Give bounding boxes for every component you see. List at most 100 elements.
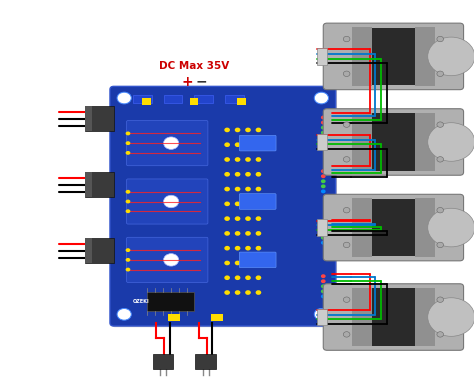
Circle shape — [224, 142, 230, 147]
Circle shape — [437, 332, 444, 337]
Circle shape — [126, 248, 130, 252]
Circle shape — [235, 172, 240, 177]
Circle shape — [235, 246, 240, 251]
FancyBboxPatch shape — [127, 121, 208, 166]
Bar — [372, 114, 415, 171]
FancyBboxPatch shape — [127, 237, 208, 282]
Circle shape — [245, 216, 251, 221]
Circle shape — [245, 246, 251, 251]
Circle shape — [437, 297, 444, 302]
Circle shape — [343, 207, 350, 213]
Circle shape — [224, 202, 230, 206]
Circle shape — [321, 121, 326, 124]
Circle shape — [126, 258, 130, 262]
Bar — [142, 98, 151, 105]
Bar — [190, 98, 198, 105]
Circle shape — [343, 332, 350, 337]
Circle shape — [428, 123, 474, 161]
Bar — [85, 106, 114, 131]
Circle shape — [245, 157, 251, 162]
Circle shape — [126, 190, 130, 194]
Bar — [372, 28, 415, 85]
Circle shape — [321, 126, 326, 130]
Bar — [317, 134, 327, 150]
Circle shape — [321, 274, 326, 278]
Bar — [415, 27, 435, 86]
Bar — [133, 95, 152, 103]
Bar — [372, 199, 415, 256]
Circle shape — [321, 189, 326, 193]
FancyBboxPatch shape — [127, 179, 208, 224]
Circle shape — [321, 221, 326, 224]
Circle shape — [126, 151, 130, 155]
Circle shape — [224, 275, 230, 280]
Circle shape — [245, 172, 251, 177]
FancyBboxPatch shape — [323, 284, 464, 350]
Bar — [85, 172, 114, 197]
Circle shape — [437, 157, 444, 162]
Bar — [317, 48, 327, 65]
Circle shape — [224, 290, 230, 295]
Circle shape — [343, 71, 350, 77]
Circle shape — [224, 187, 230, 191]
Bar — [168, 314, 180, 321]
Bar — [211, 314, 223, 321]
FancyBboxPatch shape — [110, 86, 336, 326]
Circle shape — [321, 294, 326, 298]
Circle shape — [321, 174, 326, 178]
Circle shape — [321, 179, 326, 183]
Circle shape — [255, 231, 261, 236]
Text: OZEKI: OZEKI — [133, 299, 149, 304]
Bar — [195, 354, 216, 369]
Circle shape — [255, 216, 261, 221]
Circle shape — [321, 116, 326, 119]
Bar — [317, 219, 327, 236]
Bar — [459, 314, 474, 320]
Circle shape — [321, 289, 326, 293]
Circle shape — [437, 207, 444, 213]
FancyBboxPatch shape — [239, 252, 276, 268]
Circle shape — [321, 231, 326, 235]
Circle shape — [255, 128, 261, 132]
Circle shape — [126, 209, 130, 213]
Circle shape — [224, 231, 230, 236]
FancyBboxPatch shape — [323, 194, 464, 261]
Circle shape — [235, 187, 240, 191]
Circle shape — [164, 254, 179, 266]
Bar — [164, 95, 182, 103]
Circle shape — [255, 187, 261, 191]
Circle shape — [117, 92, 131, 104]
Circle shape — [343, 242, 350, 248]
Bar — [352, 113, 372, 171]
Circle shape — [224, 216, 230, 221]
Circle shape — [255, 142, 261, 147]
Circle shape — [437, 36, 444, 42]
Bar — [153, 354, 173, 369]
Circle shape — [235, 275, 240, 280]
Circle shape — [224, 246, 230, 251]
Text: +: + — [182, 75, 193, 89]
Circle shape — [255, 172, 261, 177]
Circle shape — [245, 142, 251, 147]
FancyBboxPatch shape — [323, 23, 464, 90]
Circle shape — [314, 92, 328, 104]
FancyBboxPatch shape — [239, 135, 276, 151]
Circle shape — [314, 308, 328, 320]
Bar — [459, 54, 474, 59]
Circle shape — [321, 131, 326, 135]
Circle shape — [245, 187, 251, 191]
Bar — [317, 309, 327, 325]
Bar — [352, 288, 372, 346]
Bar — [237, 98, 246, 105]
Circle shape — [126, 200, 130, 203]
Circle shape — [343, 297, 350, 302]
Circle shape — [245, 231, 251, 236]
Circle shape — [224, 157, 230, 162]
Circle shape — [343, 122, 350, 127]
Bar — [352, 27, 372, 86]
Circle shape — [235, 157, 240, 162]
Circle shape — [117, 308, 131, 320]
FancyBboxPatch shape — [323, 109, 464, 175]
Circle shape — [255, 157, 261, 162]
Circle shape — [255, 290, 261, 295]
